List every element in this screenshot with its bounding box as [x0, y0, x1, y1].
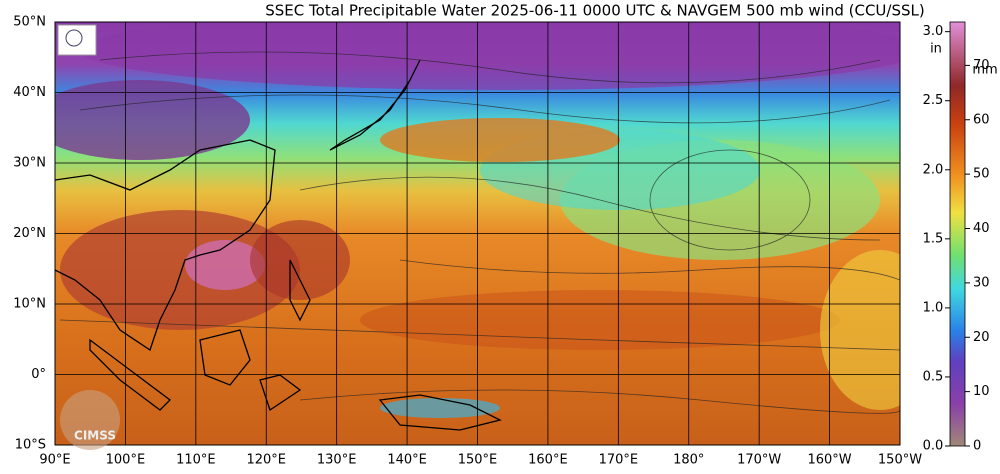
in-tick-label: 1.0 — [923, 300, 944, 315]
in-tick-label: 2.0 — [923, 162, 944, 177]
mm-tick-label: 70 — [973, 58, 990, 73]
unit-in: in — [930, 42, 942, 57]
in-tick-label: 0.5 — [923, 369, 944, 384]
in-tick-label: 2.5 — [923, 93, 944, 108]
lat-label: 40°N — [13, 85, 46, 100]
in-tick-label: 1.5 — [923, 231, 944, 246]
lon-label: 170°W — [737, 453, 781, 468]
lon-label: 150°E — [458, 453, 498, 468]
mm-tick-label: 50 — [973, 167, 990, 182]
colorbar — [949, 21, 966, 447]
lon-label: 120°E — [246, 453, 286, 468]
mm-tick-label: 0 — [973, 439, 981, 454]
unit-mm: mm — [972, 63, 997, 78]
lon-label: 180° — [673, 453, 704, 468]
lat-label: 50°N — [13, 15, 46, 30]
mm-tick-label: 30 — [973, 275, 990, 290]
mm-tick-label: 60 — [973, 112, 990, 127]
lon-label: 150°W — [878, 453, 922, 468]
lon-label: 90°E — [39, 453, 70, 468]
map-frame — [54, 21, 901, 446]
lat-label: 10°N — [13, 297, 46, 312]
lat-label: 10°S — [15, 438, 46, 453]
title: SSEC Total Precipitable Water 2025-06-11… — [265, 2, 924, 20]
lon-label: 140°E — [387, 453, 427, 468]
lon-label: 170°E — [599, 453, 639, 468]
lon-label: 160°W — [807, 453, 851, 468]
mm-tick-label: 10 — [973, 384, 990, 399]
in-tick-label: 3.0 — [923, 24, 944, 39]
lat-label: 30°N — [13, 156, 46, 171]
in-tick-label: 0.0 — [923, 439, 944, 454]
map-field — [55, 22, 900, 445]
lon-label: 160°E — [528, 453, 568, 468]
logo-top — [57, 24, 97, 56]
lat-label: 0° — [31, 367, 46, 382]
mm-tick-label: 40 — [973, 221, 990, 236]
lon-label: 130°E — [317, 453, 357, 468]
logo-text: CIMSS — [74, 429, 116, 443]
lon-label: 110°E — [176, 453, 216, 468]
logo-bottom — [60, 390, 120, 450]
lat-label: 20°N — [13, 226, 46, 241]
lon-label: 100°E — [106, 453, 146, 468]
mm-tick-label: 20 — [973, 330, 990, 345]
